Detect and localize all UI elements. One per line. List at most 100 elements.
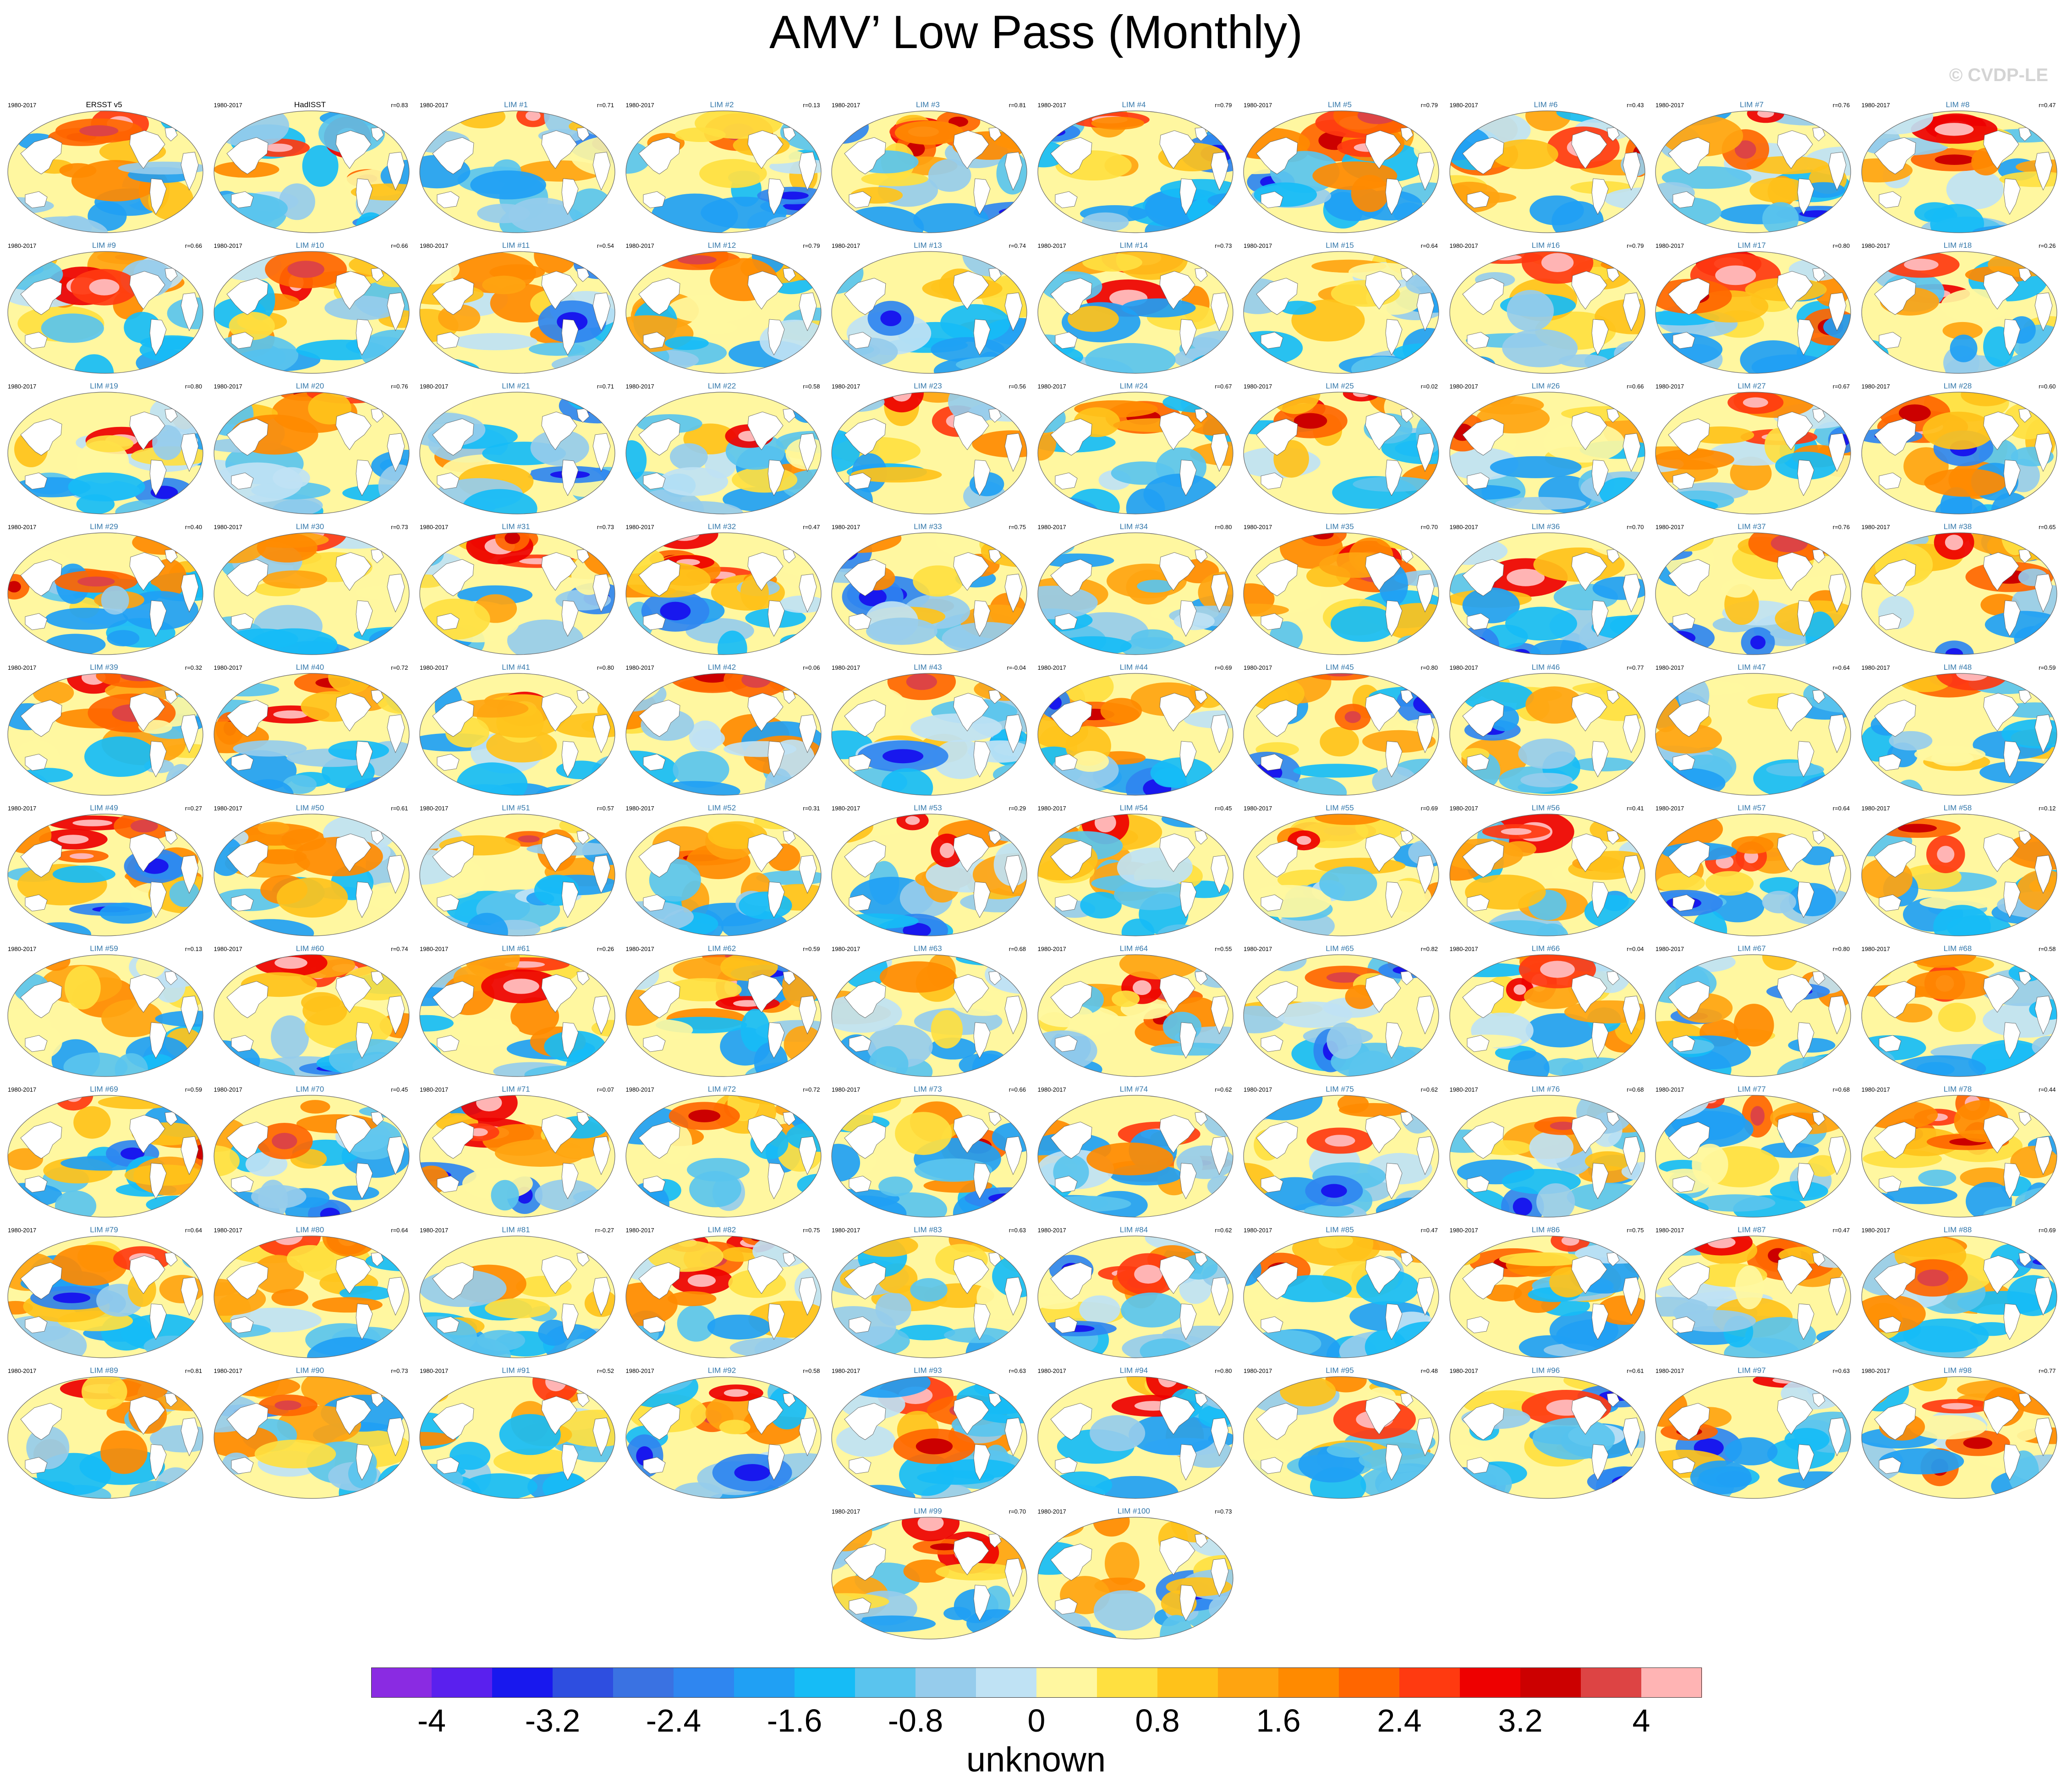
panel-title: LIM #88 bbox=[1943, 1225, 1972, 1234]
sst-anomaly-blob bbox=[1502, 329, 1578, 367]
panel-correlation: r=0.67 bbox=[1215, 383, 1232, 390]
continent-outline bbox=[953, 271, 989, 310]
panel-period: 1980-2017 bbox=[625, 242, 654, 249]
sst-field bbox=[8, 251, 203, 373]
continent-outline bbox=[799, 292, 817, 331]
panel-correlation: r=0.75 bbox=[1009, 524, 1026, 530]
sst-anomaly-core bbox=[1134, 1264, 1162, 1284]
panel-map bbox=[1655, 954, 1851, 1077]
panel-map bbox=[625, 673, 822, 796]
map-panel: 1980-2017 LIM #98 r=0.77 bbox=[1855, 1367, 2061, 1505]
continent-outline bbox=[953, 130, 989, 169]
sst-field bbox=[1037, 1236, 1233, 1358]
panel-correlation: r=0.58 bbox=[803, 1367, 820, 1374]
sst-anomaly-blob bbox=[667, 1291, 716, 1306]
sst-anomaly-core bbox=[274, 957, 307, 969]
sst-anomaly-blob bbox=[143, 1335, 201, 1357]
sst-anomaly-blob bbox=[1093, 1590, 1156, 1631]
map-panel: 1980-2017 LIM #18 r=0.26 bbox=[1855, 241, 2061, 380]
panel-map bbox=[7, 532, 203, 655]
sst-anomaly-blob bbox=[1507, 1050, 1550, 1077]
map-panel: 1980-2017 LIM #87 r=0.47 bbox=[1649, 1226, 1854, 1364]
sst-field bbox=[625, 955, 821, 1077]
panel-title: LIM #75 bbox=[1326, 1085, 1354, 1093]
sst-anomaly-blob bbox=[1249, 1330, 1321, 1358]
panel-map bbox=[831, 532, 1027, 655]
sst-field bbox=[1655, 673, 1851, 795]
panel-correlation: r=0.45 bbox=[391, 1086, 408, 1093]
map-panel: 1980-2017 LIM #21 r=0.71 bbox=[413, 382, 619, 520]
panel-map bbox=[1449, 1095, 1645, 1218]
sst-anomaly-blob bbox=[1733, 1004, 1774, 1047]
sst-anomaly-blob bbox=[1797, 1485, 1851, 1498]
sst-anomaly-core bbox=[2032, 1258, 2057, 1265]
panel-correlation: r=0.64 bbox=[391, 1227, 408, 1234]
sst-anomaly-blob bbox=[1655, 771, 1692, 795]
sst-anomaly-blob bbox=[664, 336, 709, 350]
colorbar-box bbox=[1036, 1667, 1097, 1698]
sst-anomaly-blob bbox=[779, 634, 819, 650]
continent-outline bbox=[25, 332, 48, 349]
sst-anomaly-core bbox=[120, 673, 160, 682]
sst-anomaly-blob bbox=[254, 1439, 336, 1469]
colorbar-box bbox=[976, 1667, 1037, 1698]
map-panel: 1980-2017 LIM #69 r=0.59 bbox=[1, 1085, 207, 1224]
continent-outline bbox=[1365, 130, 1401, 169]
map-panel: 1980-2017 LIM #100 r=0.73 bbox=[1031, 1507, 1237, 1645]
map-border bbox=[831, 251, 1027, 374]
map-panel: 1980-2017 LIM #70 r=0.45 bbox=[208, 1085, 413, 1224]
colorbar-box bbox=[1097, 1667, 1158, 1698]
panel-correlation: r=0.45 bbox=[1215, 805, 1232, 812]
panel-correlation: r=0.80 bbox=[1420, 664, 1438, 671]
panel-map bbox=[1449, 954, 1645, 1077]
panel-map bbox=[1243, 251, 1439, 374]
sst-anomaly-core bbox=[264, 143, 293, 152]
sst-anomaly-blob bbox=[856, 1236, 918, 1257]
sst-anomaly-core bbox=[1041, 128, 1065, 137]
sst-anomaly-blob bbox=[1304, 1204, 1354, 1217]
sst-field bbox=[214, 673, 409, 795]
panel-map bbox=[1449, 532, 1645, 655]
sst-anomaly-core bbox=[835, 541, 858, 561]
sst-field bbox=[1244, 111, 1439, 233]
sst-anomaly-core bbox=[1512, 649, 1530, 655]
sst-field bbox=[1244, 673, 1439, 795]
panel-title: LIM #100 bbox=[1118, 1507, 1150, 1515]
sst-anomaly-core bbox=[2046, 787, 2057, 795]
panel-correlation: r=0.77 bbox=[1627, 664, 1644, 671]
map-panel: 1980-2017 LIM #95 r=0.48 bbox=[1237, 1367, 1442, 1505]
sst-anomaly-blob bbox=[1449, 1188, 1509, 1217]
sst-field bbox=[420, 1377, 615, 1498]
sst-anomaly-core bbox=[1296, 836, 1311, 845]
panel-title: LIM #17 bbox=[1738, 241, 1766, 250]
sst-anomaly-blob bbox=[668, 295, 752, 323]
panel-correlation: r=0.68 bbox=[1009, 946, 1026, 952]
continent-outline bbox=[844, 278, 886, 315]
sst-anomaly-blob bbox=[1063, 673, 1114, 705]
map-panel: 1980-2017 LIM #72 r=0.72 bbox=[619, 1085, 825, 1224]
panel-correlation: r=0.79 bbox=[1627, 242, 1644, 249]
sst-field bbox=[1449, 251, 1645, 373]
panel-title: LIM #58 bbox=[1943, 804, 1972, 812]
sst-field bbox=[625, 251, 821, 373]
sst-anomaly-core bbox=[1513, 984, 1526, 995]
sst-anomaly-blob bbox=[1529, 1131, 1573, 1164]
sst-anomaly-blob bbox=[1502, 841, 1536, 857]
continent-outline bbox=[844, 137, 886, 175]
continent-outline bbox=[1462, 137, 1504, 175]
panel-title: LIM #33 bbox=[914, 522, 942, 531]
sst-field bbox=[214, 955, 409, 1077]
map-panel: 1980-2017 LIM #73 r=0.66 bbox=[825, 1085, 1031, 1224]
sst-anomaly-blob bbox=[578, 392, 615, 409]
panel-map bbox=[625, 532, 822, 655]
map-panel: 1980-2017 LIM #22 r=0.58 bbox=[619, 382, 825, 520]
sst-anomaly-core bbox=[525, 111, 541, 121]
continent-outline bbox=[1179, 178, 1196, 215]
map-panel: 1980-2017 LIM #90 r=0.73 bbox=[208, 1367, 413, 1505]
panel-title: LIM #7 bbox=[1740, 100, 1764, 109]
colorbar-tick-label: 1.6 bbox=[1256, 1703, 1301, 1738]
map-panel: 1980-2017 LIM #7 r=0.76 bbox=[1649, 100, 1854, 239]
sst-anomaly-blob bbox=[1207, 1175, 1233, 1197]
panel-map bbox=[419, 954, 615, 1077]
panel-title: LIM #84 bbox=[1119, 1225, 1148, 1234]
